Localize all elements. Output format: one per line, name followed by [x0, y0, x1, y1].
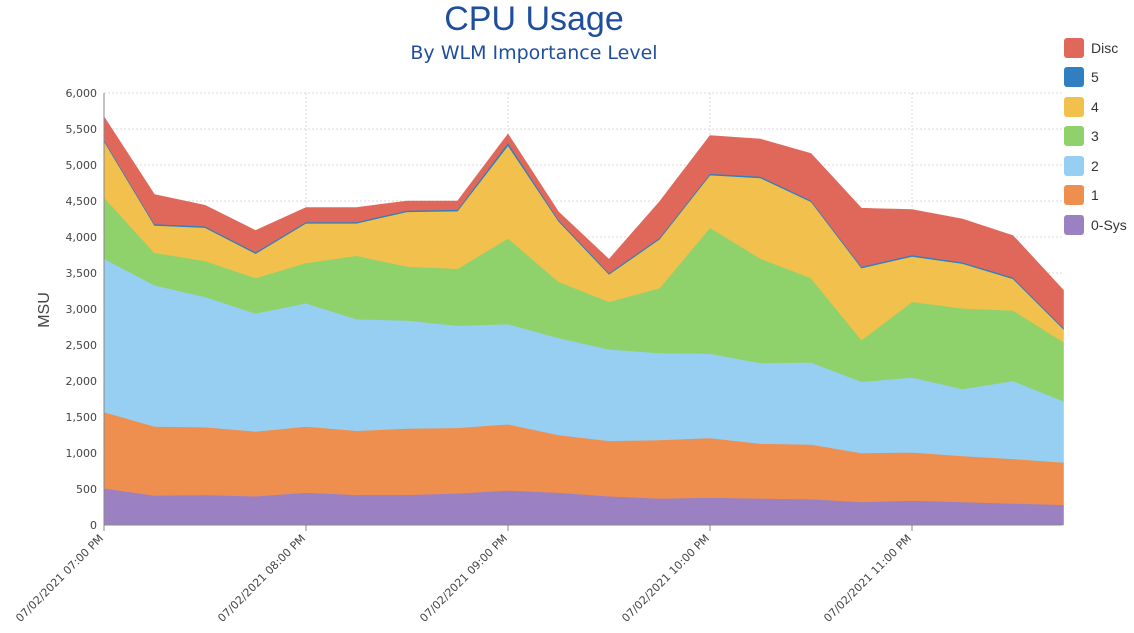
legend-label: 2 — [1091, 157, 1099, 174]
y-tick-label: 2,500 — [66, 339, 98, 352]
x-tick-label: 07/02/2021 11:00 PM — [821, 532, 914, 625]
legend-item-2[interactable]: 2 — [1064, 151, 1134, 181]
legend-label: 0-Sys — [1091, 216, 1127, 233]
x-tick-label: 07/02/2021 07:00 PM — [13, 532, 106, 625]
y-tick-label: 5,000 — [66, 159, 98, 172]
legend-label: 4 — [1091, 98, 1099, 115]
y-tick-label: 6,000 — [66, 87, 98, 100]
legend-item-3[interactable]: 3 — [1064, 122, 1134, 152]
legend-swatch — [1064, 214, 1084, 235]
y-tick-label: 4,000 — [66, 231, 98, 244]
chart-subtitle: By WLM Importance Level — [410, 42, 658, 64]
x-tick-label: 07/02/2021 08:00 PM — [215, 532, 308, 625]
legend-swatch — [1064, 96, 1084, 117]
legend-item-4[interactable]: 4 — [1064, 92, 1134, 122]
y-tick-label: 1,500 — [66, 411, 98, 424]
legend-item-5[interactable]: 5 — [1064, 63, 1134, 93]
legend-swatch — [1064, 126, 1084, 147]
legend-item-1[interactable]: 1 — [1064, 181, 1134, 211]
legend-item-disc[interactable]: Disc — [1064, 33, 1134, 63]
legend-swatch — [1064, 155, 1084, 176]
legend-swatch — [1064, 37, 1084, 58]
y-tick-label: 500 — [76, 483, 97, 496]
y-tick-label: 3,500 — [66, 267, 98, 280]
y-tick-label: 4,500 — [66, 195, 98, 208]
legend-swatch — [1064, 185, 1084, 206]
y-tick-label: 0 — [90, 519, 97, 532]
x-tick-label: 07/02/2021 10:00 PM — [619, 532, 712, 625]
legend-label: Disc — [1091, 39, 1119, 56]
y-tick-label: 3,000 — [66, 303, 98, 316]
legend: Disc 5 4 3 2 1 0-Sys — [1064, 33, 1134, 240]
legend-item-0-sys[interactable]: 0-Sys — [1064, 210, 1134, 240]
y-tick-label: 1,000 — [66, 447, 98, 460]
legend-label: 1 — [1091, 187, 1099, 204]
area-series-disc — [103, 115, 1064, 329]
y-tick-label: 2,000 — [66, 375, 98, 388]
legend-label: 3 — [1091, 128, 1099, 145]
legend-swatch — [1064, 67, 1084, 88]
chart-title: CPU Usage — [444, 0, 624, 38]
legend-label: 5 — [1091, 69, 1099, 86]
y-tick-label: 5,500 — [66, 123, 98, 136]
y-axis-label: MSU — [36, 292, 53, 328]
x-tick-label: 07/02/2021 09:00 PM — [417, 532, 510, 625]
